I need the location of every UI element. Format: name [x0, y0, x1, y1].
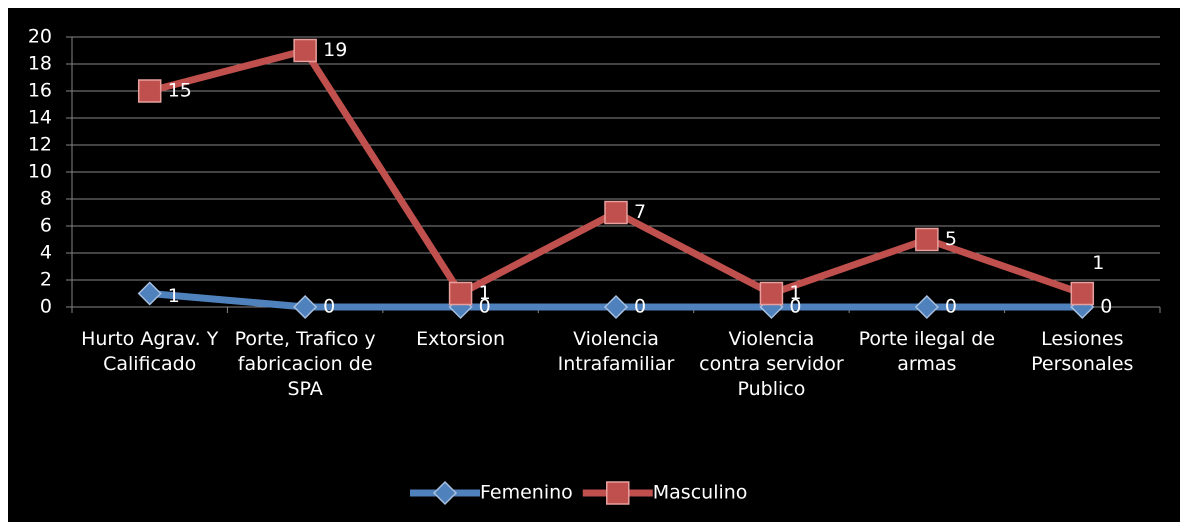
- data-label: 0: [323, 296, 335, 318]
- x-tick-label: Porte, Trafico y fabricacion de SPA: [234, 328, 376, 400]
- data-label: 5: [945, 228, 957, 250]
- y-tick-label: 16: [28, 80, 52, 102]
- marker: [293, 38, 317, 63]
- y-tick-label: 4: [40, 242, 52, 264]
- x-tick-label: Lesiones Personales: [1031, 328, 1134, 375]
- marker: [1070, 281, 1095, 306]
- data-label: 1: [479, 282, 491, 304]
- y-tick-label: 20: [28, 26, 52, 48]
- data-label: 0: [1100, 296, 1112, 318]
- marker: [915, 227, 939, 252]
- marker: [448, 281, 473, 306]
- data-label: 0: [479, 296, 491, 318]
- marker: [604, 200, 628, 225]
- data-label: 1: [1092, 252, 1104, 274]
- marker: [293, 294, 318, 320]
- x-tick-label: Violencia contra servidor Publico: [699, 328, 844, 400]
- legend-label: Masculino: [653, 482, 748, 504]
- y-tick-label: 18: [28, 53, 52, 75]
- x-tick-label: Porte ilegal de armas: [858, 328, 996, 375]
- x-tick-label: Violencia Intrafamiliar: [557, 328, 675, 375]
- marker: [432, 480, 458, 506]
- marker: [606, 481, 630, 505]
- data-label: 15: [168, 80, 192, 102]
- data-label: 0: [634, 296, 646, 318]
- y-tick-label: 6: [40, 215, 52, 237]
- marker: [759, 281, 784, 306]
- data-label: 0: [945, 296, 957, 318]
- y-tick-label: 2: [40, 269, 52, 291]
- marker: [603, 294, 629, 320]
- y-tick-label: 14: [28, 107, 52, 129]
- legend-label: Femenino: [480, 482, 573, 504]
- data-label: 1: [789, 282, 801, 304]
- marker: [914, 294, 939, 320]
- chart-background: [8, 8, 1180, 522]
- x-tick-label: Extorsion: [416, 328, 506, 350]
- marker: [137, 281, 162, 306]
- data-label: 19: [323, 39, 347, 61]
- y-tick-label: 10: [28, 161, 52, 183]
- y-tick-label: 0: [40, 296, 52, 318]
- y-tick-label: 12: [28, 134, 52, 156]
- x-tick-label: Hurto Agrav. Y Calificado: [81, 328, 219, 375]
- y-tick-label: 8: [40, 188, 52, 210]
- data-label: 0: [789, 296, 801, 318]
- data-label: 7: [634, 201, 646, 223]
- marker: [137, 79, 162, 103]
- data-label: 1: [168, 285, 180, 307]
